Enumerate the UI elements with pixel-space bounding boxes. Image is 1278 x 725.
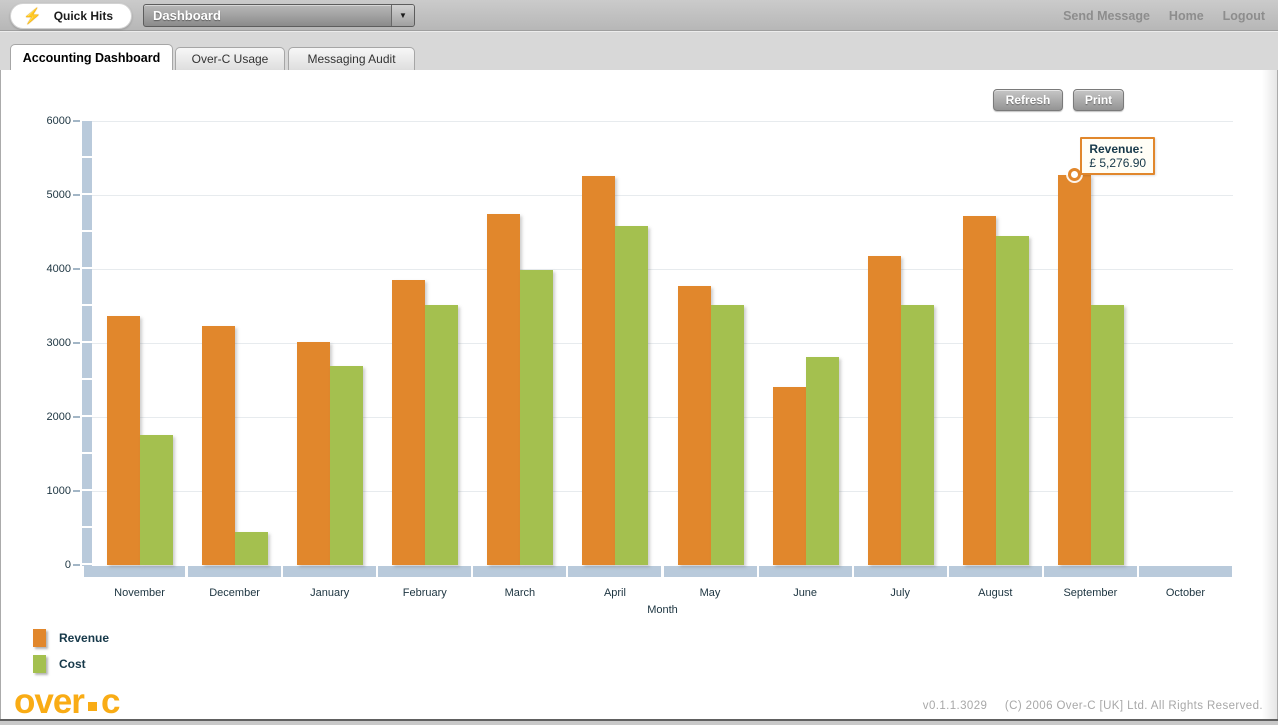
bar-revenue-july[interactable]	[867, 255, 901, 565]
tab-over-c-usage[interactable]: Over-C Usage	[175, 47, 285, 70]
bar-revenue-may[interactable]	[677, 286, 711, 565]
version-text: v0.1.1.3029	[922, 700, 988, 712]
logo-text-right: c	[100, 682, 120, 721]
revenue-swatch	[33, 629, 46, 647]
print-button[interactable]: Print	[1073, 89, 1124, 111]
logo-dot	[87, 701, 97, 711]
bar-cost-december[interactable]	[235, 531, 269, 565]
bar-cost-february[interactable]	[425, 305, 459, 565]
bar-cost-april[interactable]	[615, 226, 649, 565]
bar-cost-june[interactable]	[805, 357, 839, 565]
bar-cost-august[interactable]	[995, 236, 1029, 565]
footer-version-line: v0.1.1.3029 (C) 2006 Over-C [UK] Ltd. Al…	[909, 700, 1263, 712]
top-bar: ⚡ Quick Hits Dashboard ▼ Send Message Ho…	[0, 0, 1278, 31]
bar-revenue-august[interactable]	[962, 216, 996, 565]
tab-messaging-audit[interactable]: Messaging Audit	[288, 47, 415, 70]
bar-revenue-june[interactable]	[772, 386, 806, 565]
top-links: Send Message Home Logout	[1063, 0, 1265, 31]
bar-revenue-january[interactable]	[297, 342, 331, 565]
chevron-down-icon[interactable]: ▼	[391, 5, 414, 26]
dashboard-select-value: Dashboard	[153, 8, 221, 23]
tab-strip: Accounting Dashboard Over-C Usage Messag…	[0, 31, 1278, 70]
bar-cost-march[interactable]	[520, 270, 554, 565]
cost-swatch	[33, 655, 46, 673]
bar-revenue-november[interactable]	[107, 316, 140, 565]
tab-accounting-dashboard[interactable]: Accounting Dashboard	[10, 44, 173, 70]
over-c-logo: over c	[14, 682, 120, 722]
lightning-icon: ⚡	[23, 7, 42, 25]
bottom-strip	[0, 719, 1278, 725]
legend-item-revenue: Revenue	[33, 629, 109, 647]
home-link[interactable]: Home	[1168, 8, 1204, 23]
refresh-button[interactable]: Refresh	[993, 89, 1063, 111]
dashboard-select[interactable]: Dashboard ▼	[143, 4, 415, 27]
bar-cost-january[interactable]	[330, 365, 364, 565]
bar-cost-september[interactable]	[1090, 305, 1124, 565]
bar-revenue-september[interactable]	[1057, 174, 1091, 565]
legend-label-cost: Cost	[59, 657, 86, 671]
quick-hits-label: Quick Hits	[53, 9, 114, 23]
bar-cost-may[interactable]	[710, 305, 744, 565]
copyright-text: (C) 2006 Over-C [UK] Ltd. All Rights Res…	[1004, 700, 1263, 712]
bar-revenue-march[interactable]	[487, 213, 521, 565]
bar-revenue-february[interactable]	[392, 280, 426, 565]
bar-cost-july[interactable]	[900, 305, 934, 565]
send-message-link[interactable]: Send Message	[1063, 8, 1150, 23]
quick-hits-button[interactable]: ⚡ Quick Hits	[10, 3, 133, 29]
legend-label-revenue: Revenue	[59, 631, 110, 645]
legend-item-cost: Cost	[33, 655, 109, 673]
logo-text-left: over	[14, 682, 85, 721]
bar-revenue-december[interactable]	[202, 325, 236, 565]
bar-cost-november[interactable]	[140, 434, 173, 565]
logout-link[interactable]: Logout	[1222, 8, 1265, 23]
chart-legend: Revenue Cost	[33, 629, 109, 681]
bar-revenue-april[interactable]	[582, 175, 616, 565]
